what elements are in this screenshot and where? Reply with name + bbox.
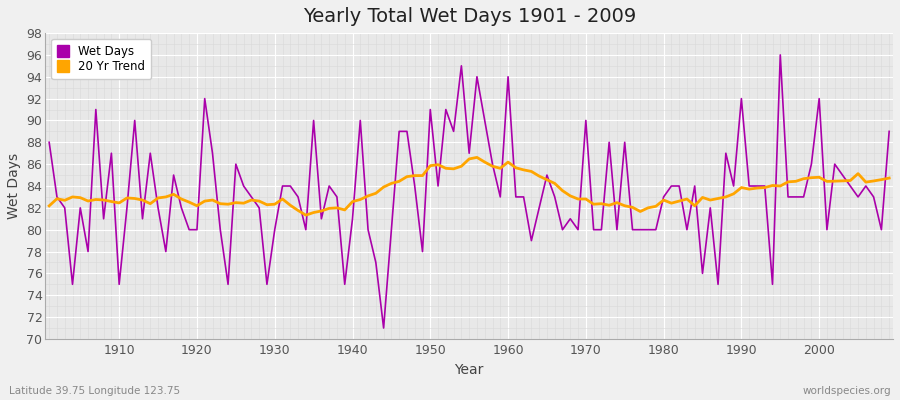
20 Yr Trend [277,197,288,202]
Legend: Wet Days, 20 Yr Trend: Wet Days, 20 Yr Trend [51,39,151,79]
20 Yr Trend [518,168,529,172]
Wet Days [884,129,895,134]
Wet Days [378,326,389,330]
20 Yr Trend [331,206,342,210]
Wet Days [106,151,117,156]
Text: worldspecies.org: worldspecies.org [803,386,891,396]
Wet Days [324,184,335,188]
Line: Wet Days: Wet Days [50,55,889,328]
Wet Days [604,140,615,145]
Y-axis label: Wet Days: Wet Days [7,153,21,219]
Title: Yearly Total Wet Days 1901 - 2009: Yearly Total Wet Days 1901 - 2009 [302,7,635,26]
20 Yr Trend [301,213,311,218]
Wet Days [503,74,514,79]
20 Yr Trend [44,204,55,208]
20 Yr Trend [611,200,622,205]
20 Yr Trend [472,155,482,160]
20 Yr Trend [884,176,895,180]
Text: Latitude 39.75 Longitude 123.75: Latitude 39.75 Longitude 123.75 [9,386,180,396]
X-axis label: Year: Year [454,363,484,377]
Wet Days [277,184,288,188]
20 Yr Trend [106,199,117,204]
20 Yr Trend [510,165,521,170]
Line: 20 Yr Trend: 20 Yr Trend [50,157,889,215]
Wet Days [44,140,55,145]
Wet Days [775,52,786,57]
Wet Days [510,194,521,199]
